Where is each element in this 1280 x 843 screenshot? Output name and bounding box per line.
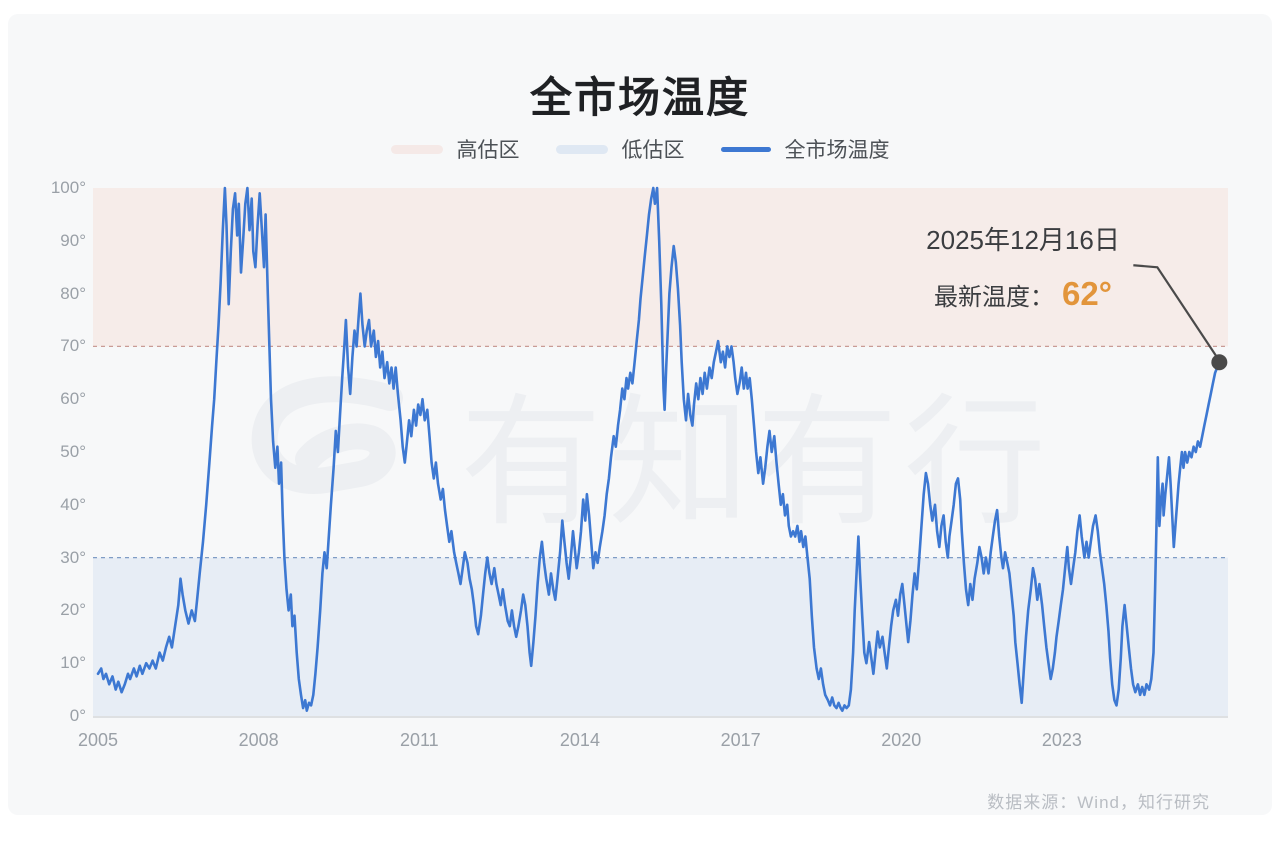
x-axis-tick-label: 2014 xyxy=(559,730,600,750)
legend-item-overvalued: 高估区 xyxy=(390,134,520,164)
y-axis-tick-label: 70° xyxy=(60,336,86,356)
temperature-line-swatch xyxy=(720,146,771,152)
y-axis-tick-label: 80° xyxy=(60,283,86,303)
legend-item-undervalued: 低估区 xyxy=(555,134,685,164)
latest-annotation: 2025年12月16日 最新温度： 62° xyxy=(898,220,1148,313)
x-axis-tick-label: 2005 xyxy=(77,730,119,750)
annotation-latest-line: 最新温度： 62° xyxy=(898,275,1148,313)
x-axis: 2005 2008 2011 2014 2017 2020 2023 xyxy=(8,14,1280,843)
legend-label-overvalued: 高估区 xyxy=(456,139,520,162)
y-axis-tick-label: 50° xyxy=(60,442,86,461)
data-source: 数据来源：Wind，知行研究 xyxy=(987,793,1210,812)
watermark-logo-icon xyxy=(251,376,403,494)
y-axis-tick-label: 20° xyxy=(60,600,86,620)
y-axis-tick-label: 100° xyxy=(50,178,86,197)
annotation-date: 2025年12月16日 xyxy=(926,225,1120,255)
legend-label-temperature: 全市场温度 xyxy=(784,139,890,162)
legend: 高估区 低估区 全市场温度 xyxy=(8,134,1272,164)
y-axis-tick-label: 40° xyxy=(60,494,86,514)
x-axis-tick-label: 2020 xyxy=(881,730,922,750)
chart-card: 全市场温度 高估区 低估区 全市场温度 有知有行 0° 10° 20° 30° 40° 5… xyxy=(8,14,1272,815)
y-axis-tick-label: 0° xyxy=(69,706,86,725)
y-axis: 0° 10° 20° 30° 40° 50° 60° 70° 80° 90° 100° xyxy=(30,14,86,843)
legend-item-temperature: 全市场温度 xyxy=(720,134,890,164)
y-axis-tick-label: 30° xyxy=(60,547,86,567)
y-axis-tick-label: 10° xyxy=(60,653,86,673)
x-axis-tick-label: 2023 xyxy=(1041,730,1082,750)
undervalued-band-swatch xyxy=(555,144,608,154)
x-axis-tick-label: 2017 xyxy=(720,730,761,750)
chart-title: 全市场温度 xyxy=(529,74,750,121)
legend-label-undervalued: 低估区 xyxy=(621,139,685,162)
y-axis-tick-label: 90° xyxy=(60,230,86,250)
latest-point-dot xyxy=(1211,354,1228,371)
x-axis-tick-label: 2011 xyxy=(399,730,439,750)
annotation-value: 62° xyxy=(1062,275,1112,312)
y-axis-tick-label: 60° xyxy=(60,389,86,409)
x-axis-tick-label: 2008 xyxy=(238,730,279,750)
annotation-callout-line xyxy=(1133,264,1218,357)
annotation-label: 最新温度： xyxy=(934,284,1055,311)
temperature-line xyxy=(96,186,1221,713)
temperature-chart: 有知有行 xyxy=(93,186,1228,718)
overvalued-band-swatch xyxy=(390,144,443,154)
